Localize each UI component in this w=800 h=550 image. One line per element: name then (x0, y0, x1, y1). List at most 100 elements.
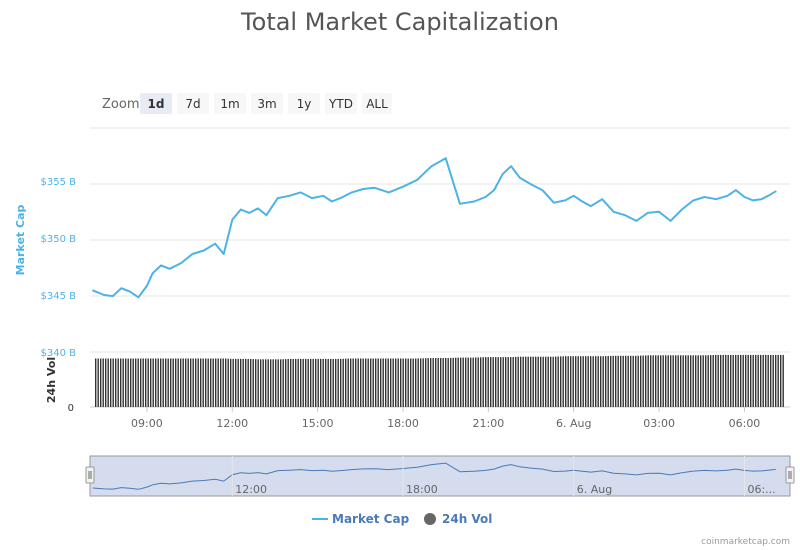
market-cap-point (760, 198, 763, 200)
volume-bar (580, 356, 582, 407)
volume-bar (680, 355, 682, 407)
volume-bar (745, 354, 747, 407)
navigator-tick-label: 6. Aug (577, 483, 612, 496)
zoom-button-3m[interactable]: 3m (251, 93, 283, 114)
market-cap-point (257, 207, 259, 210)
volume-bar (465, 357, 467, 407)
volume-bar (595, 356, 597, 407)
market-cap-point (692, 199, 695, 202)
volume-bar (222, 358, 224, 407)
market-cap-point (168, 268, 171, 270)
navigator-mask[interactable] (89, 455, 791, 497)
volume-bar (120, 358, 122, 407)
volume-bar (532, 356, 534, 407)
market-cap-point (180, 262, 182, 264)
market-cap-point (669, 220, 672, 222)
zoom-button-1m[interactable]: 1m (214, 93, 246, 114)
y-axis-ticks: $340 B $345 B $350 B $355 B 0 (41, 177, 77, 414)
volume-bar (487, 357, 489, 407)
volume-bar (652, 355, 654, 407)
volume-bar (590, 356, 592, 407)
volume-bar (230, 358, 232, 407)
volume-bar (697, 355, 699, 407)
volume-bar (470, 357, 472, 407)
market-cap-point (703, 196, 706, 198)
x-tick-label: 03:00 (643, 417, 675, 430)
volume-bar (127, 358, 129, 407)
volume-bar (237, 358, 239, 407)
volume-bar (630, 355, 632, 407)
volume-bar (767, 354, 769, 407)
navigator[interactable]: 12:00 18:00 6. Aug 06:... (85, 455, 795, 497)
volume-bar (750, 354, 752, 407)
volume-bar (417, 358, 419, 407)
volume-bar (187, 358, 189, 407)
navigator-handle-left[interactable] (85, 466, 95, 484)
legend-item-volume[interactable]: 24h Vol (424, 512, 492, 526)
x-tick-label: 18:00 (387, 417, 419, 430)
volume-bar (642, 355, 644, 407)
volume-bar (725, 354, 727, 407)
volume-bar (197, 358, 199, 407)
handle-left[interactable] (85, 466, 95, 484)
market-cap-point (572, 195, 575, 197)
volume-bar (647, 355, 649, 407)
credit-link[interactable]: coinmarketcap.com (701, 537, 790, 547)
volume-bar (665, 355, 667, 407)
market-cap-point (416, 179, 419, 181)
volume-bar (635, 355, 637, 407)
volume-bar (520, 356, 522, 407)
navigator-handle-right[interactable] (785, 466, 795, 484)
volume-bar (280, 359, 282, 407)
market-cap-point (681, 208, 683, 211)
market-cap-point (240, 208, 242, 211)
volume-bar (235, 358, 237, 407)
handle-right[interactable] (785, 466, 795, 484)
zoom-button-1d[interactable]: 1d (140, 93, 172, 114)
zoom-button-label: 1y (297, 97, 312, 111)
volume-bar (352, 358, 354, 407)
zoom-button-all[interactable]: ALL (362, 93, 392, 114)
volume-bar (452, 357, 454, 407)
volume-bar (740, 354, 742, 407)
zoom-button-bg (325, 93, 357, 114)
y-tick-label: $340 B (41, 348, 77, 359)
volume-bar (757, 354, 759, 407)
volume-bar (617, 355, 619, 407)
volume-bar (575, 356, 577, 407)
volume-bar (425, 358, 427, 407)
volume-bar (287, 359, 289, 407)
volume-bar (152, 358, 154, 407)
volume-bar (150, 358, 152, 407)
volume-bar (705, 355, 707, 407)
volume-bar (612, 355, 614, 407)
zoom-button-7d[interactable]: 7d (177, 93, 209, 114)
volume-bar (455, 357, 457, 407)
volume-bar (272, 359, 274, 407)
volume-bar (167, 358, 169, 407)
market-cap-point (402, 185, 404, 188)
legend-item-market-cap[interactable]: Market Cap (312, 512, 410, 526)
volume-bar (282, 359, 284, 407)
volume-bar (442, 358, 444, 407)
zoom-button-label: 1d (148, 97, 165, 111)
volume-bar (420, 358, 422, 407)
zoom-button-ytd[interactable]: YTD (325, 93, 357, 114)
volume-bar (405, 358, 407, 407)
volume-bar (207, 358, 209, 407)
volume-bar (522, 356, 524, 407)
volume-bar (285, 359, 287, 407)
zoom-button-1y[interactable]: 1y (288, 93, 320, 114)
volume-bar (142, 358, 144, 407)
volume-bar (100, 358, 102, 407)
volume-bar (162, 358, 164, 407)
zoom-button-label: 7d (185, 97, 200, 111)
market-cap-point (658, 211, 660, 213)
volume-bar (327, 358, 329, 407)
volume-bar (535, 356, 537, 407)
volume-bar (215, 358, 217, 407)
volume-bar (712, 355, 714, 407)
volume-bar (220, 358, 222, 407)
volume-bar (435, 358, 437, 407)
volume-bar (110, 358, 112, 407)
